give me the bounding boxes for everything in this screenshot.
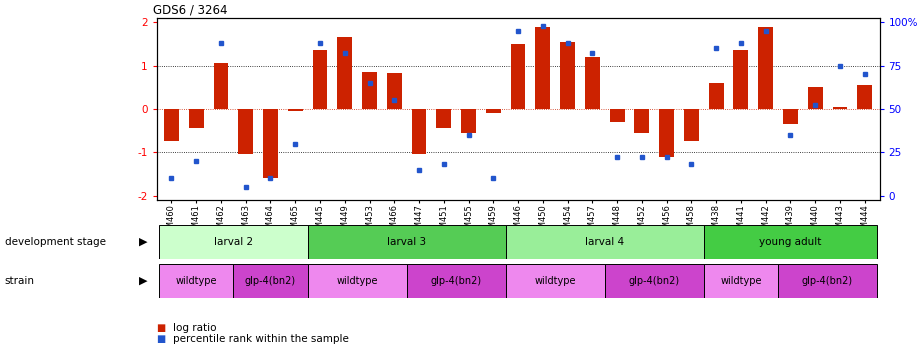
Bar	[510, 44, 526, 109]
Text: glp-4(bn2): glp-4(bn2)	[802, 276, 853, 286]
Text: GDS6 / 3264: GDS6 / 3264	[153, 4, 227, 17]
Text: wildtype: wildtype	[175, 276, 217, 286]
Bar	[263, 109, 278, 178]
Bar	[704, 225, 877, 259]
Bar	[486, 109, 501, 113]
Bar	[461, 109, 476, 133]
Bar	[833, 107, 847, 109]
Bar	[560, 42, 575, 109]
Text: wildtype: wildtype	[534, 276, 576, 286]
Bar	[506, 264, 605, 298]
Bar	[659, 109, 674, 157]
Bar	[337, 37, 352, 109]
Bar	[535, 26, 550, 109]
Bar	[189, 109, 204, 129]
Text: log ratio: log ratio	[173, 323, 216, 333]
Text: wildtype: wildtype	[336, 276, 378, 286]
Bar	[635, 109, 649, 133]
Bar	[312, 50, 327, 109]
Text: glp-4(bn2): glp-4(bn2)	[245, 276, 296, 286]
Text: ■: ■	[157, 334, 166, 344]
Bar	[214, 64, 228, 109]
Bar	[308, 264, 407, 298]
Bar	[778, 264, 877, 298]
Bar	[684, 109, 699, 141]
Bar	[407, 264, 506, 298]
Bar	[287, 109, 303, 111]
Text: ■: ■	[157, 323, 166, 333]
Text: larval 4: larval 4	[585, 237, 624, 247]
Text: larval 3: larval 3	[387, 237, 426, 247]
Text: glp-4(bn2): glp-4(bn2)	[629, 276, 680, 286]
Bar	[239, 109, 253, 154]
Bar	[159, 264, 233, 298]
Bar	[709, 83, 724, 109]
Bar	[733, 50, 749, 109]
Bar	[808, 87, 822, 109]
Text: glp-4(bn2): glp-4(bn2)	[431, 276, 482, 286]
Bar	[704, 264, 778, 298]
Bar	[412, 109, 426, 154]
Bar	[437, 109, 451, 129]
Text: ▶: ▶	[139, 237, 147, 247]
Bar	[387, 73, 402, 109]
Bar	[308, 225, 506, 259]
Bar	[783, 109, 798, 124]
Text: development stage: development stage	[5, 237, 106, 247]
Bar	[605, 264, 704, 298]
Bar	[506, 225, 704, 259]
Text: percentile rank within the sample: percentile rank within the sample	[173, 334, 349, 344]
Bar	[233, 264, 308, 298]
Bar	[164, 109, 179, 141]
Text: young adult: young adult	[759, 237, 822, 247]
Text: strain: strain	[5, 276, 35, 286]
Bar	[159, 225, 308, 259]
Text: ▶: ▶	[139, 276, 147, 286]
Bar	[758, 26, 773, 109]
Text: larval 2: larval 2	[214, 237, 253, 247]
Bar	[857, 85, 872, 109]
Bar	[610, 109, 624, 122]
Bar	[362, 72, 377, 109]
Bar	[585, 57, 600, 109]
Text: wildtype: wildtype	[720, 276, 762, 286]
